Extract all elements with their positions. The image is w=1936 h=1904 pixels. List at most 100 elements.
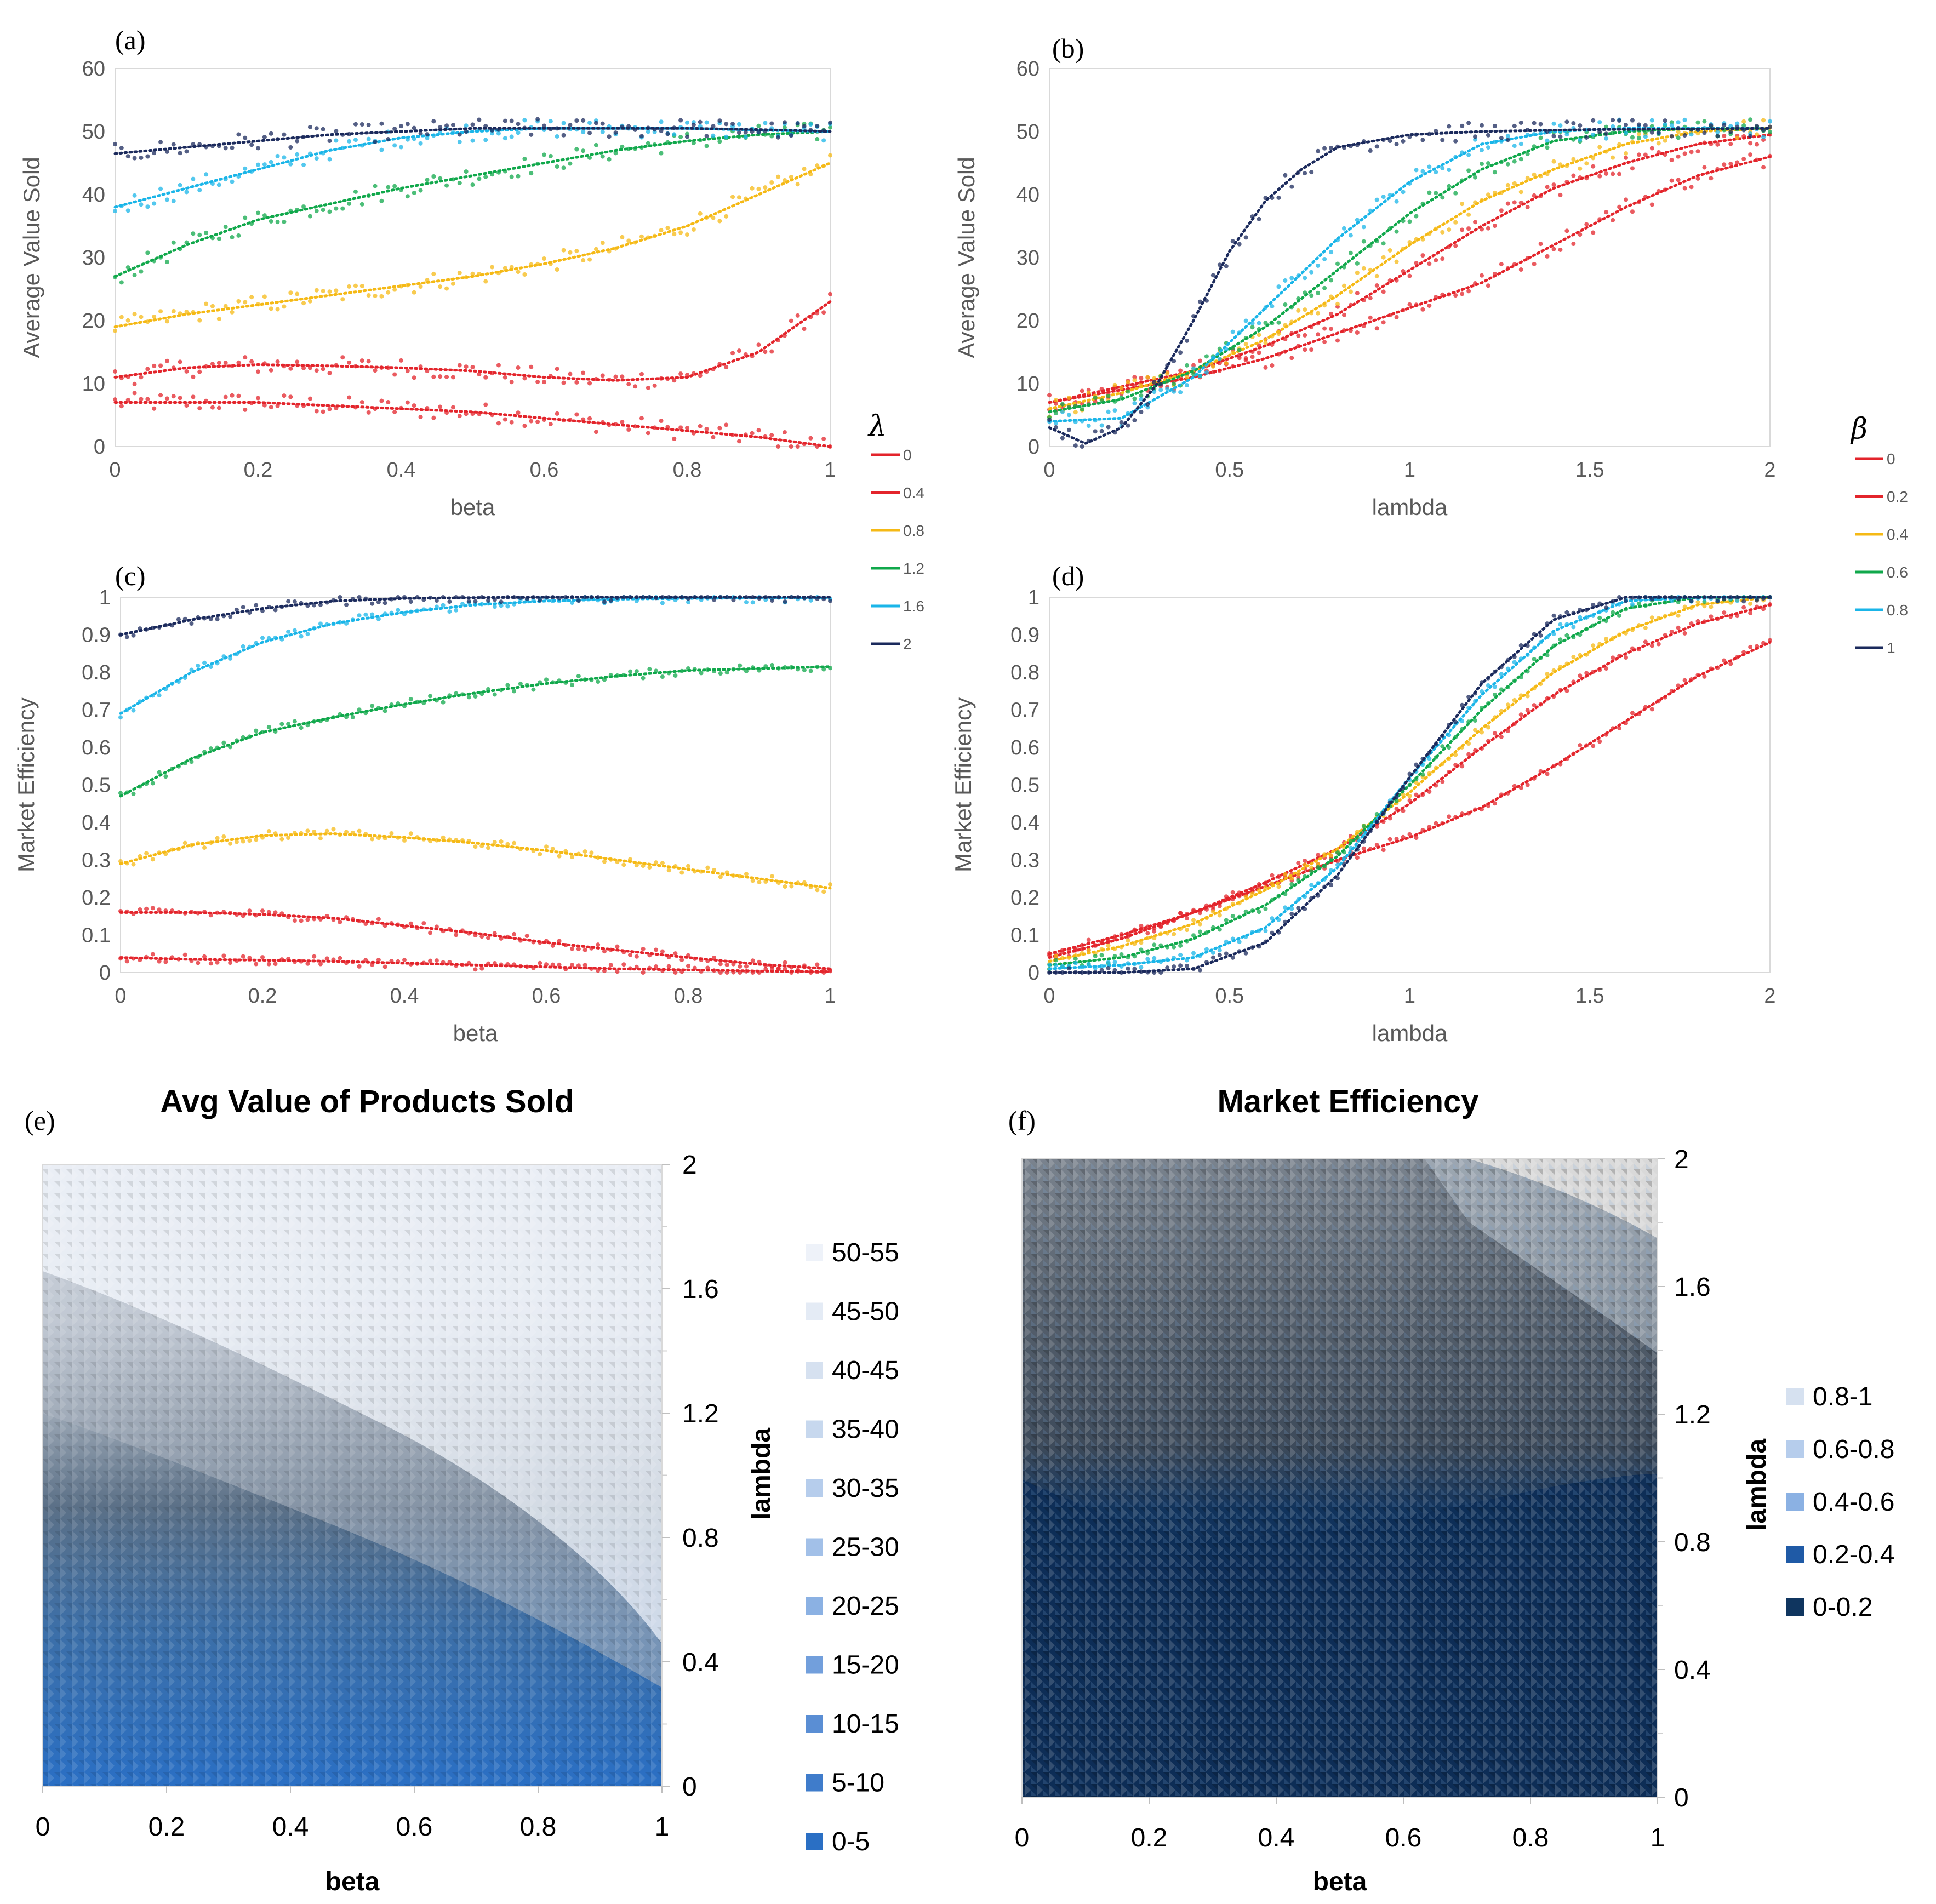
data-point bbox=[821, 310, 826, 315]
data-point bbox=[399, 358, 403, 363]
data-point bbox=[1407, 832, 1412, 837]
data-point bbox=[1191, 951, 1196, 956]
data-point bbox=[1538, 122, 1543, 127]
legend-label: 0 bbox=[1887, 450, 1895, 467]
data-point bbox=[307, 214, 312, 219]
data-point bbox=[1257, 216, 1261, 221]
data-point bbox=[145, 154, 150, 159]
data-point bbox=[633, 384, 638, 389]
data-point bbox=[678, 118, 683, 123]
data-point bbox=[1578, 673, 1583, 678]
data-point bbox=[1322, 146, 1327, 151]
data-point bbox=[795, 444, 800, 449]
data-point bbox=[321, 208, 325, 213]
data-point bbox=[1126, 380, 1130, 385]
data-point bbox=[249, 142, 254, 147]
data-point bbox=[318, 621, 323, 626]
x-tick-label: 0.2 bbox=[244, 459, 273, 482]
series-trendline bbox=[113, 162, 832, 328]
data-point bbox=[470, 271, 475, 276]
data-point bbox=[821, 889, 826, 894]
y-tick-label: 30 bbox=[1016, 247, 1040, 270]
data-point bbox=[1086, 390, 1091, 395]
data-point bbox=[1132, 375, 1137, 380]
data-point bbox=[1532, 261, 1537, 266]
data-point bbox=[288, 162, 293, 167]
data-point bbox=[1663, 138, 1667, 143]
data-point bbox=[312, 954, 317, 959]
data-point bbox=[1656, 642, 1661, 647]
data-point bbox=[1571, 242, 1576, 247]
data-point bbox=[1591, 164, 1596, 169]
data-point bbox=[1053, 425, 1058, 430]
data-point bbox=[1735, 135, 1740, 140]
data-point bbox=[535, 379, 540, 384]
data-point bbox=[593, 121, 598, 125]
data-point bbox=[347, 360, 352, 365]
series-trendline bbox=[113, 127, 832, 209]
y-axis-title: Market Efficiency bbox=[950, 697, 976, 872]
data-point bbox=[582, 947, 587, 952]
data-point bbox=[158, 363, 163, 368]
data-point bbox=[288, 394, 293, 399]
data-point bbox=[1611, 155, 1615, 160]
y-tick-label: 1.2 bbox=[682, 1399, 719, 1428]
data-point bbox=[139, 155, 144, 160]
data-point bbox=[512, 931, 517, 936]
data-point bbox=[1303, 859, 1307, 864]
data-point bbox=[1126, 389, 1130, 394]
y-tick-label: 0.3 bbox=[1010, 849, 1040, 872]
data-point bbox=[438, 284, 443, 289]
data-point bbox=[376, 616, 381, 621]
data-point bbox=[1309, 293, 1314, 298]
data-point bbox=[230, 393, 235, 398]
data-point bbox=[672, 378, 677, 383]
data-point bbox=[327, 209, 332, 214]
data-point bbox=[157, 693, 162, 698]
legend-lambda-items: 0 0.4 0.8 1.2 1.6 2 bbox=[871, 447, 924, 653]
data-point bbox=[1486, 161, 1490, 166]
data-point bbox=[370, 612, 375, 617]
data-point bbox=[1702, 599, 1707, 604]
data-point bbox=[1145, 957, 1150, 962]
data-point bbox=[828, 882, 832, 887]
data-point bbox=[1440, 256, 1445, 261]
data-point bbox=[1604, 131, 1609, 136]
data-point bbox=[1178, 963, 1183, 968]
data-point bbox=[561, 121, 566, 125]
data-point bbox=[1303, 276, 1307, 281]
data-point bbox=[647, 865, 652, 870]
data-point bbox=[1112, 934, 1117, 939]
data-point bbox=[1525, 782, 1530, 787]
data-point bbox=[1518, 141, 1523, 146]
data-point bbox=[1695, 599, 1700, 604]
data-point bbox=[241, 839, 245, 844]
data-point bbox=[307, 124, 312, 129]
data-point bbox=[479, 966, 484, 971]
data-point bbox=[1447, 168, 1452, 173]
data-point bbox=[1505, 201, 1510, 206]
data-point bbox=[1381, 289, 1386, 294]
data-point bbox=[1289, 882, 1294, 887]
data-point bbox=[1210, 273, 1215, 278]
data-point bbox=[1139, 409, 1144, 414]
data-point bbox=[256, 146, 260, 151]
legend-swatch bbox=[1786, 1493, 1804, 1511]
data-point bbox=[516, 270, 521, 275]
data-point bbox=[587, 155, 592, 160]
data-point bbox=[1755, 142, 1760, 147]
data-point bbox=[191, 394, 196, 399]
data-point bbox=[581, 118, 586, 123]
data-point bbox=[307, 396, 312, 401]
data-point bbox=[1545, 771, 1550, 776]
data-point bbox=[425, 132, 430, 137]
data-point bbox=[412, 375, 416, 380]
data-point bbox=[197, 369, 202, 374]
data-point bbox=[718, 962, 723, 967]
data-point bbox=[557, 854, 562, 859]
heatmap-e-xlabel: beta bbox=[325, 1867, 380, 1896]
x-tick-label: 1 bbox=[824, 459, 836, 482]
data-point bbox=[197, 188, 202, 193]
data-point bbox=[593, 430, 598, 434]
data-point bbox=[299, 918, 304, 923]
